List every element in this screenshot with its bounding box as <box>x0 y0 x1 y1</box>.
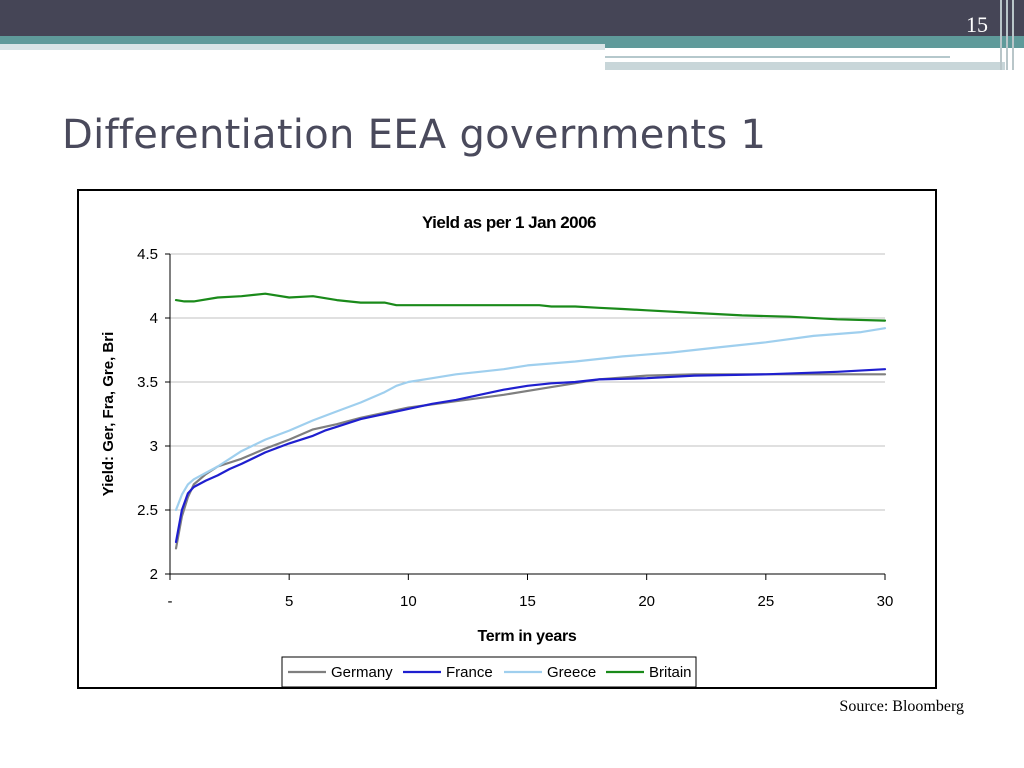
slide-number: 15 <box>966 12 988 37</box>
series-line-greece <box>174 327 887 512</box>
x-tick-label: 30 <box>877 593 894 610</box>
x-tick-label: - <box>168 593 173 610</box>
x-tick-label: 20 <box>638 593 655 610</box>
header-accent-line <box>605 50 1005 56</box>
series-line-france <box>174 368 887 544</box>
x-axis-label: Term in years <box>478 628 577 645</box>
x-tick-label: 15 <box>519 593 536 610</box>
series-line-germany <box>174 373 887 550</box>
y-tick-label: 4.5 <box>137 246 158 263</box>
y-tick-label: 2 <box>150 566 158 583</box>
x-tick-label: 10 <box>400 593 417 610</box>
header-light-band <box>0 44 605 50</box>
header-vertical-bar <box>1000 0 1002 70</box>
y-tick-label: 3 <box>150 438 158 455</box>
x-tick-label: 25 <box>757 593 774 610</box>
x-tick-label: 5 <box>285 593 293 610</box>
legend-label-france: France <box>446 664 493 681</box>
header-accent-line <box>605 56 950 58</box>
slide-title: Differentiation EEA governments 1 <box>62 112 767 158</box>
legend-label-germany: Germany <box>331 664 393 681</box>
series-line-britain <box>174 292 887 322</box>
legend: Germany France Greece Britain <box>281 656 697 687</box>
header-vertical-bar <box>1012 0 1014 70</box>
header-dark-band <box>0 0 1024 36</box>
chart-title: Yield as per 1 Jan 2006 <box>422 213 596 232</box>
legend-label-britain: Britain <box>649 664 692 681</box>
legend-label-greece: Greece <box>547 664 596 681</box>
header-vertical-bar <box>1006 0 1008 70</box>
source-note: Source: Bloomberg <box>839 698 964 715</box>
header-accent-line <box>605 62 1005 70</box>
yield-chart: Yield as per 1 Jan 2006 2 2.5 3 3.5 4 4.5 - 5 10… <box>100 213 894 687</box>
chart-container: Yield as per 1 Jan 2006 2 2.5 3 3.5 4 4.5 - 5 10… <box>77 189 937 689</box>
y-tick-label: 3.5 <box>137 374 158 391</box>
y-tick-label: 2.5 <box>137 502 158 519</box>
y-tick-label: 4 <box>150 310 158 327</box>
y-axis-label: Yield: Ger, Fra, Gre, Bri <box>100 332 117 497</box>
